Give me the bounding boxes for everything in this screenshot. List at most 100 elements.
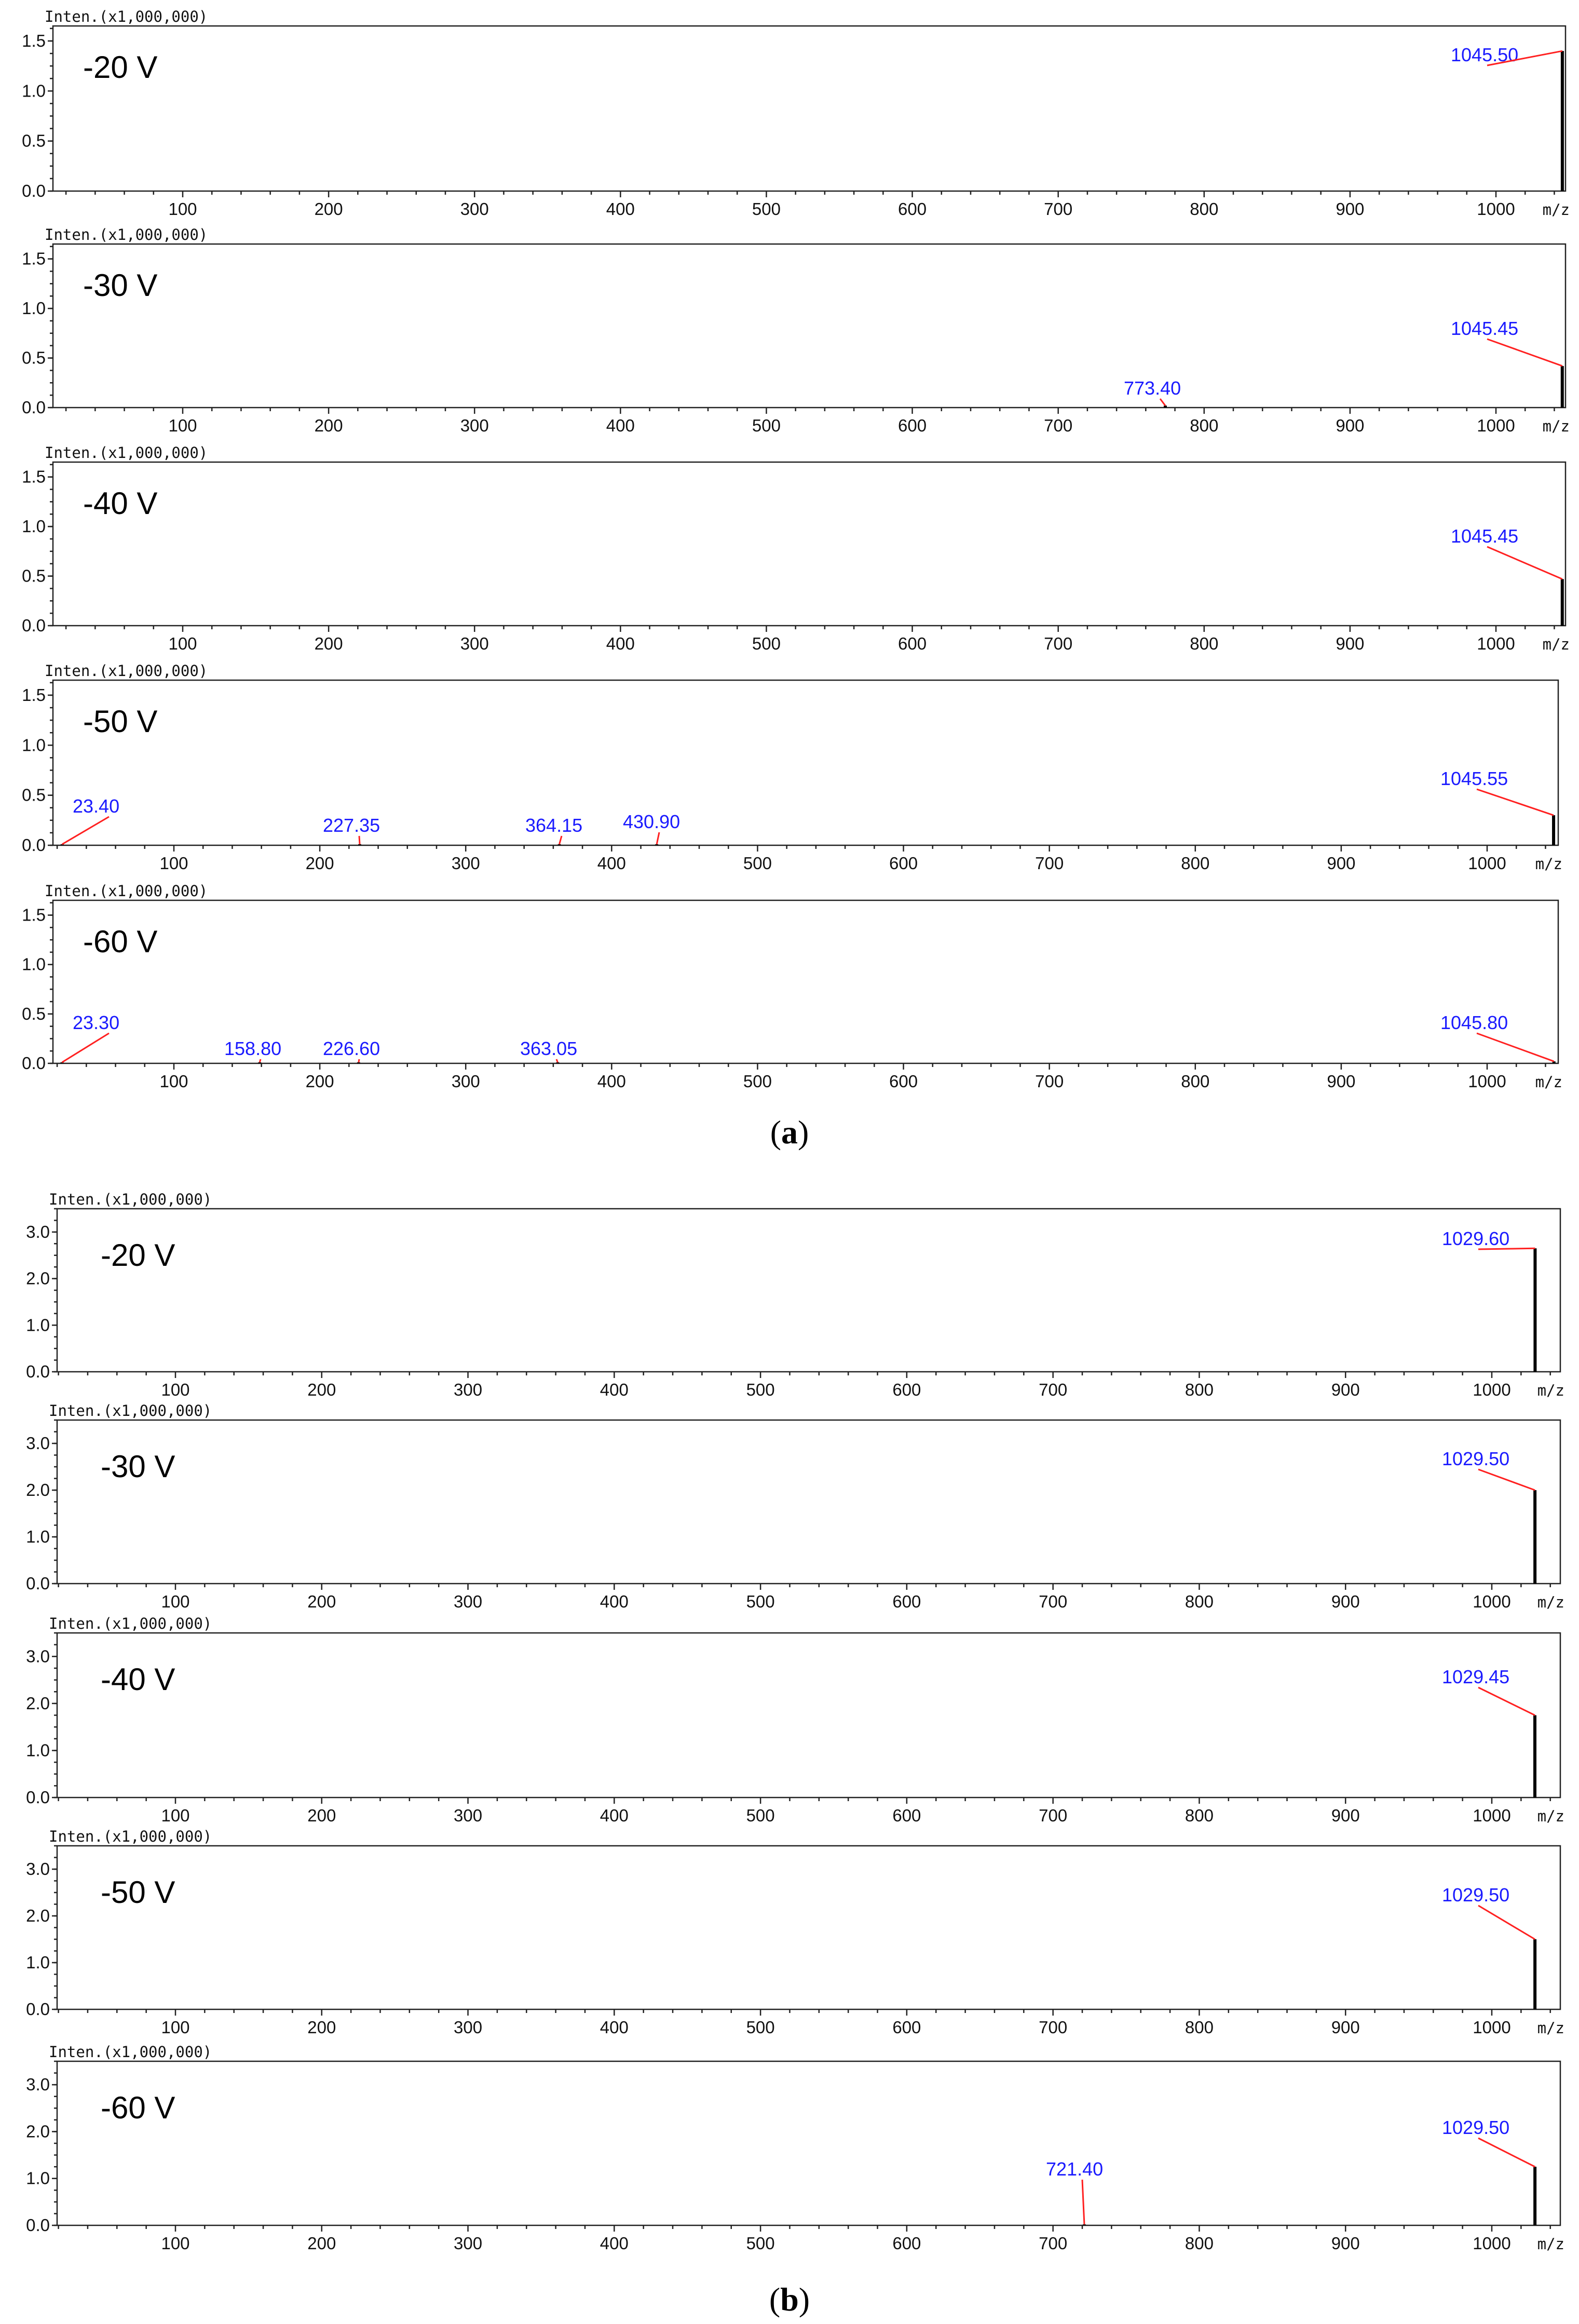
x-tick-label: 300 <box>452 1072 480 1091</box>
x-tick-label: 400 <box>600 1592 629 1611</box>
peak-label: 1045.55 <box>1440 768 1508 789</box>
x-tick-label: 900 <box>1327 854 1355 873</box>
x-tick-label: 1000 <box>1477 416 1515 435</box>
x-axis-label: m/z <box>1537 2019 1564 2037</box>
x-tick-label: 900 <box>1336 199 1364 219</box>
y-tick-label: 1.5 <box>22 906 46 925</box>
spectrum-panel-b--60V: Inten.(x1,000,000) m/z 0.0 1.0 2.0 3.0 100 200 3… <box>26 2043 1564 2253</box>
x-tick-label: 700 <box>1035 854 1064 873</box>
x-tick-label: 800 <box>1181 854 1209 873</box>
y-tick-label: 1.5 <box>22 685 46 705</box>
x-tick-label: 900 <box>1331 1380 1360 1399</box>
peak-leader-line <box>1487 546 1563 580</box>
x-tick-label: 200 <box>307 1806 336 1825</box>
x-tick-label: 200 <box>315 634 343 653</box>
peak-leader-line <box>1478 1468 1535 1491</box>
x-tick-label: 100 <box>161 1380 189 1399</box>
x-tick-label: 500 <box>752 199 781 219</box>
x-axis-label: m/z <box>1535 855 1562 873</box>
x-tick-label: 700 <box>1039 1592 1067 1611</box>
x-tick-label: 1000 <box>1477 199 1515 219</box>
figure-label-a-letter: a <box>781 1114 798 1151</box>
y-tick-label: 1.0 <box>22 735 46 754</box>
x-tick-label: 400 <box>597 854 626 873</box>
x-tick-label: 1000 <box>1468 1072 1506 1091</box>
x-tick-label: 400 <box>606 634 635 653</box>
y-axis-label: Inten.(x1,000,000) <box>45 882 208 900</box>
x-tick-label: 200 <box>307 2018 336 2037</box>
x-axis-label: m/z <box>1535 1073 1562 1091</box>
x-tick-label: 300 <box>460 199 489 219</box>
x-tick-label: 1000 <box>1473 1380 1510 1399</box>
x-tick-label: 700 <box>1039 1380 1067 1399</box>
peak-label: 1029.50 <box>1442 1884 1509 1906</box>
y-tick-label: 3.0 <box>26 1646 50 1666</box>
plot-frame <box>52 679 1559 846</box>
peak-label: 1045.45 <box>1451 318 1518 339</box>
x-tick-label: 600 <box>889 1072 918 1091</box>
y-tick-label: 0.0 <box>26 1362 50 1381</box>
peak-leader-line <box>1081 2179 1085 2225</box>
plot-frame <box>52 899 1559 1064</box>
y-tick-label: 0.5 <box>22 566 46 586</box>
voltage-label: -20 V <box>83 50 157 85</box>
y-axis-label: Inten.(x1,000,000) <box>49 1402 212 1420</box>
peak-label: 773.40 <box>1124 377 1181 399</box>
x-tick-label: 1000 <box>1468 854 1506 873</box>
peak-leader-line <box>258 1059 262 1063</box>
x-tick-label: 900 <box>1336 634 1364 653</box>
x-tick-label: 400 <box>597 1072 626 1091</box>
peak-leader-line <box>1478 1686 1535 1716</box>
x-tick-label: 400 <box>606 416 635 435</box>
x-tick-label: 700 <box>1044 199 1072 219</box>
x-tick-label: 300 <box>454 2018 482 2037</box>
x-tick-label: 300 <box>454 1806 482 1825</box>
x-tick-label: 300 <box>454 2234 482 2253</box>
x-tick-label: 600 <box>892 2018 921 2037</box>
peak-leader-line <box>1487 338 1563 367</box>
x-tick-label: 900 <box>1331 2018 1360 2037</box>
y-tick-label: 0.0 <box>26 2215 50 2235</box>
x-tick-label: 800 <box>1185 1592 1214 1611</box>
y-tick-label: 3.0 <box>26 2075 50 2094</box>
y-axis-label: Inten.(x1,000,000) <box>49 1615 212 1632</box>
peak-label: 158.80 <box>224 1038 281 1059</box>
x-axis-label: m/z <box>1537 1382 1564 1399</box>
spectrum-panel-b--50V: Inten.(x1,000,000) m/z 0.0 1.0 2.0 3.0 100 200 3… <box>26 1828 1564 2037</box>
x-tick-label: 800 <box>1185 2018 1214 2037</box>
x-tick-label: 500 <box>746 2018 775 2037</box>
x-tick-label: 800 <box>1185 1380 1214 1399</box>
spectrum-panel-a--30V: Inten.(x1,000,000) m/z 0.0 0.5 1.0 1.5 100 200 3… <box>22 226 1570 435</box>
voltage-label: -60 V <box>101 2090 175 2125</box>
spectrum-panel-b--30V: Inten.(x1,000,000) m/z 0.0 1.0 2.0 3.0 100 200 3… <box>26 1402 1564 1611</box>
x-tick-label: 600 <box>898 199 927 219</box>
y-tick-label: 0.0 <box>22 616 46 635</box>
y-tick-label: 0.0 <box>22 835 46 855</box>
x-tick-label: 100 <box>161 2234 189 2253</box>
plot-frame <box>52 243 1567 409</box>
y-tick-label: 1.0 <box>26 1527 50 1546</box>
x-tick-label: 300 <box>460 416 489 435</box>
x-tick-label: 900 <box>1336 416 1364 435</box>
x-tick-label: 600 <box>898 416 927 435</box>
y-axis-label: Inten.(x1,000,000) <box>45 662 208 680</box>
x-axis-label: m/z <box>1543 417 1570 435</box>
x-tick-label: 1000 <box>1473 2018 1510 2037</box>
x-tick-label: 200 <box>307 2234 336 2253</box>
x-tick-label: 800 <box>1185 1806 1214 1825</box>
x-tick-label: 700 <box>1039 2018 1067 2037</box>
voltage-label: -60 V <box>83 924 157 959</box>
x-tick-label: 600 <box>892 1806 921 1825</box>
y-axis-label: Inten.(x1,000,000) <box>45 226 208 244</box>
y-tick-label: 0.0 <box>26 1574 50 1593</box>
x-tick-label: 900 <box>1331 1806 1360 1825</box>
plot-frame <box>52 461 1567 627</box>
y-tick-label: 3.0 <box>26 1434 50 1453</box>
peak-leader-line <box>1478 1247 1535 1250</box>
voltage-label: -20 V <box>101 1238 175 1273</box>
x-tick-label: 300 <box>460 634 489 653</box>
peak-label: 1045.50 <box>1451 44 1518 65</box>
y-tick-label: 0.5 <box>22 786 46 805</box>
x-tick-label: 200 <box>307 1380 336 1399</box>
y-tick-label: 1.0 <box>26 1740 50 1760</box>
